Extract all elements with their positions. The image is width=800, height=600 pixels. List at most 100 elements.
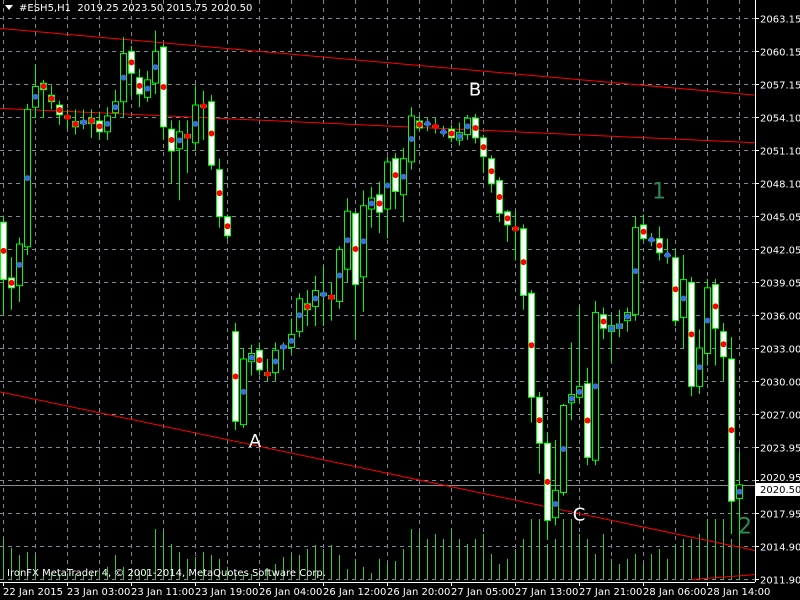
candle — [536, 391, 543, 474]
candle — [128, 45, 135, 97]
indicator-dot — [400, 173, 407, 180]
indicator-dot — [496, 193, 503, 200]
indicator-dot — [408, 135, 415, 142]
indicator-dot — [736, 488, 743, 495]
indicator-dot — [432, 123, 439, 130]
indicator-dot — [168, 137, 175, 144]
indicator-dot — [536, 417, 543, 424]
indicator-dot — [624, 313, 631, 320]
indicator-dot — [680, 295, 687, 302]
time-tick-label: 23 Jan 11:00 — [131, 587, 194, 598]
indicator-dot — [136, 82, 143, 89]
indicator-dot — [120, 74, 127, 81]
indicator-dot — [704, 317, 711, 324]
candle — [16, 237, 23, 303]
indicator-dot — [176, 137, 183, 144]
indicator-dot — [320, 291, 327, 298]
candle — [240, 348, 247, 428]
indicator-dot — [672, 286, 679, 293]
indicator-dot — [272, 358, 279, 365]
trendline[interactable] — [0, 107, 756, 144]
candle — [0, 215, 7, 316]
indicator-dot — [464, 123, 471, 130]
candle — [376, 181, 383, 234]
candle — [528, 290, 535, 423]
time-axis — [0, 582, 800, 600]
price-tick-label: 2039.05 — [760, 279, 800, 290]
chart-label-2[interactable]: 2 — [738, 514, 752, 539]
indicator-dot — [472, 125, 479, 132]
chart-label-1[interactable]: 1 — [652, 179, 666, 204]
candle — [200, 90, 207, 141]
chart-label-B[interactable]: B — [469, 80, 481, 101]
dropdown-triangle-icon[interactable] — [5, 5, 13, 10]
indicator-dot — [520, 259, 527, 266]
indicator-dot — [96, 123, 103, 130]
indicator-dot — [248, 354, 255, 361]
price-tick-label: 2033.00 — [760, 345, 800, 356]
candle — [728, 337, 735, 535]
indicator-dot — [456, 133, 463, 140]
current-price-label: 2020.50 — [760, 485, 800, 496]
time-tick-label: 26 Jan 04:00 — [259, 587, 322, 598]
indicator-dot — [664, 251, 671, 258]
indicator-dot — [288, 337, 295, 344]
price-tick-label: 2060.15 — [760, 48, 800, 59]
indicator-dot — [56, 106, 63, 113]
indicator-dot — [208, 130, 215, 137]
candle — [352, 211, 359, 340]
price-tick-label: 2063.15 — [760, 15, 800, 26]
indicator-dot — [576, 388, 583, 395]
time-tick-label: 27 Jan 13:00 — [515, 587, 578, 598]
indicator-dot — [424, 120, 431, 127]
copyright-text: IronFX MetaTrader 4, © 2001-2014, MetaQu… — [7, 568, 326, 579]
symbol-timeframe: #ESH5,H1 — [19, 3, 71, 14]
price-tick-label: 2048.10 — [760, 180, 800, 191]
price-tick-label: 2030.00 — [760, 378, 800, 389]
candle — [168, 120, 175, 184]
price-axis — [755, 0, 800, 600]
indicator-dot — [192, 120, 199, 127]
indicator-dot — [200, 103, 207, 110]
indicator-dot — [488, 168, 495, 175]
candle — [368, 187, 375, 228]
price-tick-label: 2023.95 — [760, 444, 800, 455]
candle — [592, 300, 599, 466]
indicator-dot — [720, 341, 727, 348]
indicator-dot — [592, 383, 599, 390]
trendline[interactable] — [690, 574, 756, 581]
candle — [264, 358, 271, 381]
trendline[interactable] — [0, 391, 756, 552]
indicator-dot — [696, 364, 703, 371]
indicator-dot — [184, 133, 191, 140]
indicator-dot — [512, 225, 519, 232]
indicator-dot — [688, 331, 695, 338]
time-tick-label: 28 Jan 06:00 — [643, 587, 706, 598]
indicator-dot — [392, 172, 399, 179]
candle — [504, 210, 511, 242]
indicator-dot — [280, 343, 287, 350]
trendline[interactable] — [0, 27, 756, 96]
time-tick-label: 23 Jan 19:00 — [195, 587, 258, 598]
price-tick-label: 2051.10 — [760, 147, 800, 158]
chart-label-C[interactable]: C — [573, 504, 586, 525]
candle — [664, 238, 671, 264]
chart-label-A[interactable]: A — [249, 431, 262, 452]
indicator-dot — [528, 342, 535, 349]
price-tick-label: 2042.05 — [760, 246, 800, 257]
price-tick-label: 2020.95 — [760, 473, 800, 484]
indicator-dot — [640, 228, 647, 235]
indicator-dot — [128, 59, 135, 66]
indicator-dot — [448, 130, 455, 137]
indicator-dot — [368, 200, 375, 207]
indicator-dot — [88, 117, 95, 124]
indicator-dot — [32, 93, 39, 100]
indicator-dot — [656, 242, 663, 249]
indicator-dot — [24, 175, 31, 182]
time-tick-label: 22 Jan 2015 — [3, 587, 63, 598]
time-tick-label: 27 Jan 21:00 — [579, 587, 642, 598]
candle — [552, 439, 559, 526]
price-tick-label: 2036.00 — [760, 312, 800, 323]
candle — [696, 329, 703, 395]
